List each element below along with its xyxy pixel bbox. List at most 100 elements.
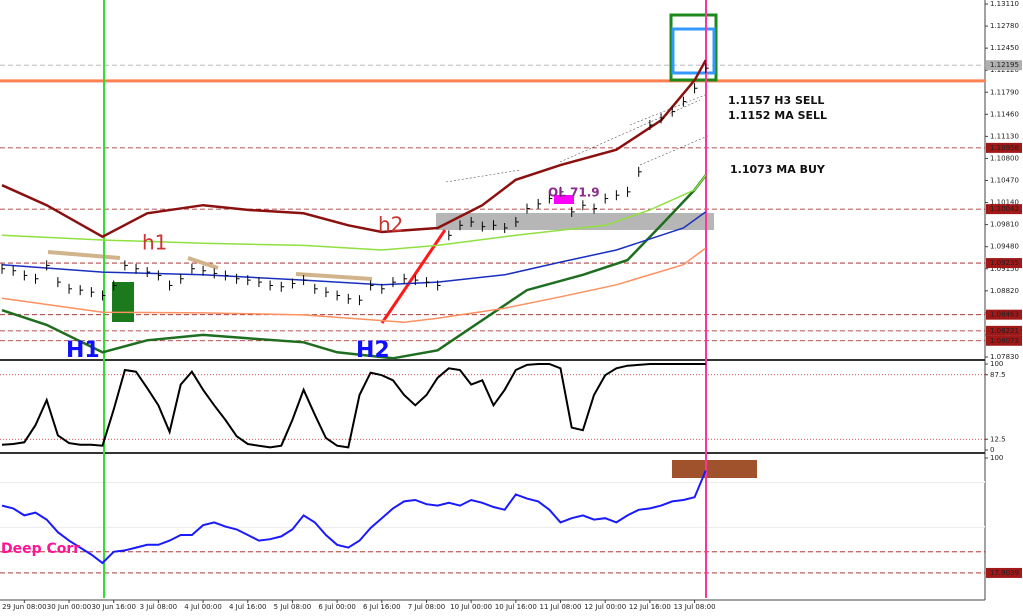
indicator-line: [1, 174, 707, 251]
price-bar: [571, 206, 575, 217]
price-bar: [593, 203, 598, 214]
annotation: Deep Corr: [1, 541, 80, 557]
price-label-box: [986, 335, 1022, 346]
price-bar: [258, 277, 262, 288]
x-tick-label: 11 Jul 08:00: [540, 603, 582, 611]
price-bar: [481, 221, 486, 232]
price-bar: [526, 203, 531, 214]
annotation: 1.1073 MA BUY: [730, 163, 826, 176]
annotation: 1.1157 H3 SELL: [728, 94, 824, 107]
price-bar: [560, 186, 564, 197]
price-label: 1.08463: [990, 311, 1019, 319]
price-bar: [515, 216, 519, 227]
y-tick-label: 1.10470: [990, 177, 1019, 185]
y-tick-label: 1.09810: [990, 221, 1019, 229]
price-bar: [627, 186, 631, 197]
zone-box: [112, 282, 134, 322]
price-bar: [169, 280, 173, 291]
price-label: 1.09235: [990, 259, 1019, 267]
price-bar: [280, 281, 285, 292]
price-bar: [437, 280, 441, 291]
indicator-line: [1, 174, 707, 360]
price-bar: [615, 190, 620, 201]
trend-line: [295, 272, 373, 281]
price-bar: [694, 83, 698, 94]
price-bar: [57, 277, 61, 288]
x-tick-label: 6 Jul 00:00: [318, 603, 356, 611]
y-tick-label: 0: [990, 446, 994, 454]
price-bar: [470, 216, 475, 227]
zone-box: [554, 195, 574, 204]
x-tick-label: 12 Jul 16:00: [629, 603, 671, 611]
price-bar: [358, 295, 363, 306]
price-label: 1.10958: [990, 144, 1019, 152]
y-tick-label: 100: [990, 360, 1003, 368]
y-tick-label: 1.11790: [990, 88, 1019, 96]
price-bar: [682, 96, 687, 107]
price-bar: [269, 280, 274, 291]
annotation: h1: [142, 231, 167, 255]
x-tick-label: 4 Jul 00:00: [184, 603, 222, 611]
price-label: 1.10042: [990, 205, 1019, 213]
indicator-line: [1, 247, 707, 323]
annotation: h2: [378, 213, 403, 237]
x-tick-label: 6 Jul 16:00: [363, 603, 401, 611]
y-tick-label: 1.09480: [990, 243, 1019, 251]
x-tick-label: 10 Jul 16:00: [495, 603, 537, 611]
price-label-box: [986, 258, 1022, 269]
y-tick-label: 1.07830: [990, 353, 1019, 361]
annotation: OL 71.9: [548, 186, 600, 200]
x-tick-label: 7 Jul 08:00: [408, 603, 446, 611]
price-bar: [660, 113, 665, 124]
price-label-box: [986, 309, 1022, 320]
price-bar: [504, 222, 508, 233]
price-bar: [90, 287, 95, 298]
channel-line: [445, 169, 521, 183]
price-bar: [325, 287, 329, 298]
price-bar: [236, 273, 240, 284]
y-tick-label: 1.13110: [990, 0, 1019, 8]
y-tick-label: 100: [990, 454, 1003, 462]
price-label: 1.12195: [990, 61, 1019, 69]
y-tick-label: 1.09150: [990, 265, 1019, 273]
price-bar: [247, 275, 251, 286]
y-tick-label: 1.08820: [990, 287, 1019, 295]
mark-layer: [1, 59, 709, 565]
price-bar: [638, 166, 642, 177]
price-bar: [347, 293, 352, 304]
price-bar: [23, 270, 28, 281]
price-bar: [705, 63, 709, 74]
channel-line: [629, 94, 706, 126]
price-bar: [157, 270, 162, 281]
price-bar: [113, 280, 117, 291]
price-bar: [191, 263, 195, 274]
price-bar: [202, 265, 207, 276]
price-bar: [582, 200, 586, 211]
price-bar: [459, 220, 463, 231]
channel-line: [639, 134, 711, 166]
price-bar: [12, 265, 17, 276]
price-bar: [46, 260, 50, 271]
price-bar: [1, 263, 5, 274]
price-bar: [303, 275, 307, 286]
x-tick-label: 30 Jun 00:00: [47, 603, 91, 611]
price-bar: [291, 278, 296, 289]
trend-line: [47, 250, 121, 260]
price-bar: [35, 273, 39, 284]
price-label-box: [986, 60, 1022, 71]
price-bar: [414, 275, 419, 286]
zone-box: [671, 27, 716, 75]
y-tick-label: 1.12780: [990, 22, 1019, 30]
price-bar: [403, 273, 408, 284]
price-bar: [425, 277, 430, 288]
oscillator-line: [1, 470, 707, 565]
price-bar: [314, 283, 318, 294]
price-bar: [135, 263, 140, 274]
x-tick-label: 5 Jul 08:00: [274, 603, 312, 611]
price-bar: [493, 220, 497, 231]
zone-box: [436, 213, 714, 230]
price-label-box: [986, 325, 1022, 336]
